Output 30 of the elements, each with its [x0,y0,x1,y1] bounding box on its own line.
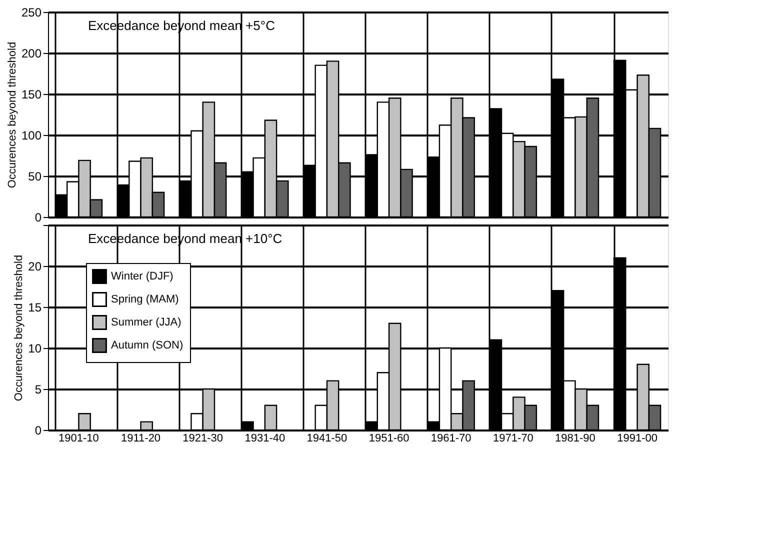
y-axis-title: Occurences beyond threshold [6,42,18,188]
bar [78,413,91,431]
bar [140,421,154,431]
y-tick-label: 20 [28,260,42,274]
x-tick-label: 1961-70 [430,432,472,444]
y-tick-label: 100 [21,128,42,142]
x-tick-label: 1951-60 [368,432,410,444]
y-tick-label: 0 [34,210,42,224]
y-tick-label: 10 [28,342,42,356]
x-tick-label: 1931-40 [244,432,286,444]
x-tick-label: 1921-30 [182,432,224,444]
x-tick-label: 1941-50 [306,432,348,444]
y-tick-label: 250 [21,6,42,20]
y-tick-label: 50 [28,170,42,184]
x-tick-label: 1991-00 [617,432,658,444]
x-tick-label: 1981-90 [555,432,596,444]
y-tick-label: 5 [34,382,42,396]
legend-label: Spring (MAM) [111,294,179,306]
x-tick-label: 1901-10 [58,432,99,444]
legend-label: Autumn (SON) [111,340,184,352]
x-tick-label: 1911-20 [121,432,161,444]
legend-label: Summer (JJA) [111,316,182,328]
y-tick-label: 0 [34,424,42,438]
y-axis-title: Occurences beyond threshold [13,254,26,402]
legend-label: Winter (DJF) [111,270,174,282]
y-tick-label: 150 [21,88,42,102]
x-tick-label: 1971-70 [492,432,534,444]
bar [264,404,278,431]
y-tick-label: 15 [28,300,42,314]
y-tick-label: 200 [21,46,42,60]
